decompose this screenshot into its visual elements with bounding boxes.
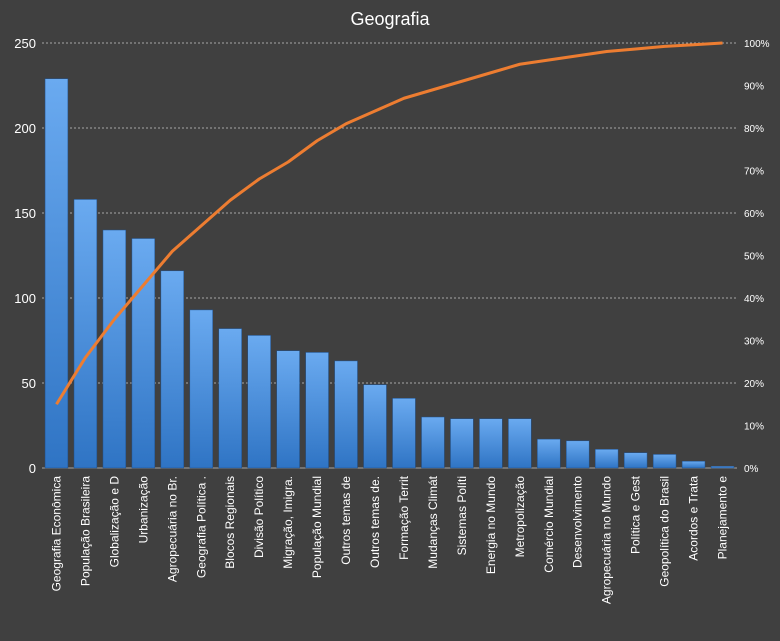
category-label: Mudanças Climát xyxy=(426,475,440,568)
bar xyxy=(566,440,590,469)
bar xyxy=(652,454,677,469)
right-tick-label: 90% xyxy=(744,82,764,93)
category-label: Comércio Mundial xyxy=(542,476,556,573)
left-tick-label: 50 xyxy=(22,376,36,391)
category-label: Outros temas de. xyxy=(368,476,382,568)
category-label: Metropolização xyxy=(513,476,527,558)
right-tick-label: 40% xyxy=(744,294,764,305)
category-label: População Mundial xyxy=(310,476,324,578)
right-axis-ticks: 0% 10% 20% 30% 40% 50% 60% 70% 80% 90% 100% xyxy=(744,39,770,475)
category-label: Geografia Econômica xyxy=(49,476,63,592)
category-label: Planejamento e xyxy=(716,476,730,560)
right-tick-label: 100% xyxy=(744,39,770,50)
right-tick-label: 0% xyxy=(744,464,759,475)
category-label: Blocos Regionais xyxy=(223,476,237,569)
bar xyxy=(681,460,706,469)
right-tick-label: 20% xyxy=(744,379,764,390)
bar xyxy=(73,199,98,469)
category-label: Geopolítica do Brasil xyxy=(658,476,672,587)
bar xyxy=(102,229,127,469)
left-tick-label: 250 xyxy=(14,36,36,51)
grid-lines xyxy=(42,42,737,469)
cumulative-line xyxy=(55,41,723,406)
bar xyxy=(276,350,300,469)
bar xyxy=(594,449,619,469)
bar xyxy=(160,270,185,469)
category-label: Agropecuária no Mundo xyxy=(600,476,614,604)
bar xyxy=(623,452,648,469)
category-label: Política e Gest xyxy=(629,475,643,554)
category-label: Acordos e Trata xyxy=(687,476,701,561)
bar xyxy=(218,328,242,469)
chart-title: Geografia xyxy=(350,9,430,29)
bar xyxy=(537,438,561,469)
category-label: Energia no Mundo xyxy=(484,476,498,574)
category-label: Formação Territ xyxy=(397,475,411,559)
bar xyxy=(450,418,474,469)
bar xyxy=(305,352,329,469)
category-label: População Brasileira xyxy=(78,476,92,586)
right-tick-label: 10% xyxy=(744,422,764,433)
category-label: Desenvolvimento xyxy=(571,476,585,568)
category-label: Agropecuária no Br. xyxy=(165,476,179,582)
bar xyxy=(189,309,213,469)
bar xyxy=(131,238,156,469)
right-tick-label: 70% xyxy=(744,167,764,178)
category-label: Divisão Político xyxy=(252,476,266,558)
bar xyxy=(508,418,532,469)
bar xyxy=(363,384,387,469)
right-tick-label: 50% xyxy=(744,252,764,263)
bar xyxy=(710,466,735,469)
cumulative-percent-line xyxy=(55,41,723,406)
bar xyxy=(44,78,69,469)
bar xyxy=(421,416,445,469)
category-label: Outros temas de xyxy=(339,476,353,565)
bar xyxy=(247,335,271,469)
category-label: Geografia Política . xyxy=(194,476,208,578)
category-label: Urbanização xyxy=(136,476,150,544)
right-tick-label: 60% xyxy=(744,209,764,220)
category-label: Sistemas Políti xyxy=(455,476,469,555)
left-tick-label: 200 xyxy=(14,121,36,136)
left-tick-label: 100 xyxy=(14,291,36,306)
right-tick-label: 30% xyxy=(744,337,764,348)
bar xyxy=(392,398,416,469)
category-labels: Geografia Econômica População Brasileira G… xyxy=(49,475,729,604)
right-tick-label: 80% xyxy=(744,124,764,135)
bars xyxy=(44,78,735,469)
category-label: Migração, Imigra. xyxy=(281,476,295,569)
bar xyxy=(479,418,503,469)
left-tick-label: 0 xyxy=(29,461,36,476)
left-tick-label: 150 xyxy=(14,206,36,221)
left-axis-ticks: 0 50 100 150 200 250 xyxy=(14,36,36,476)
category-label: Globalização e D xyxy=(107,476,121,568)
bar xyxy=(334,360,358,469)
